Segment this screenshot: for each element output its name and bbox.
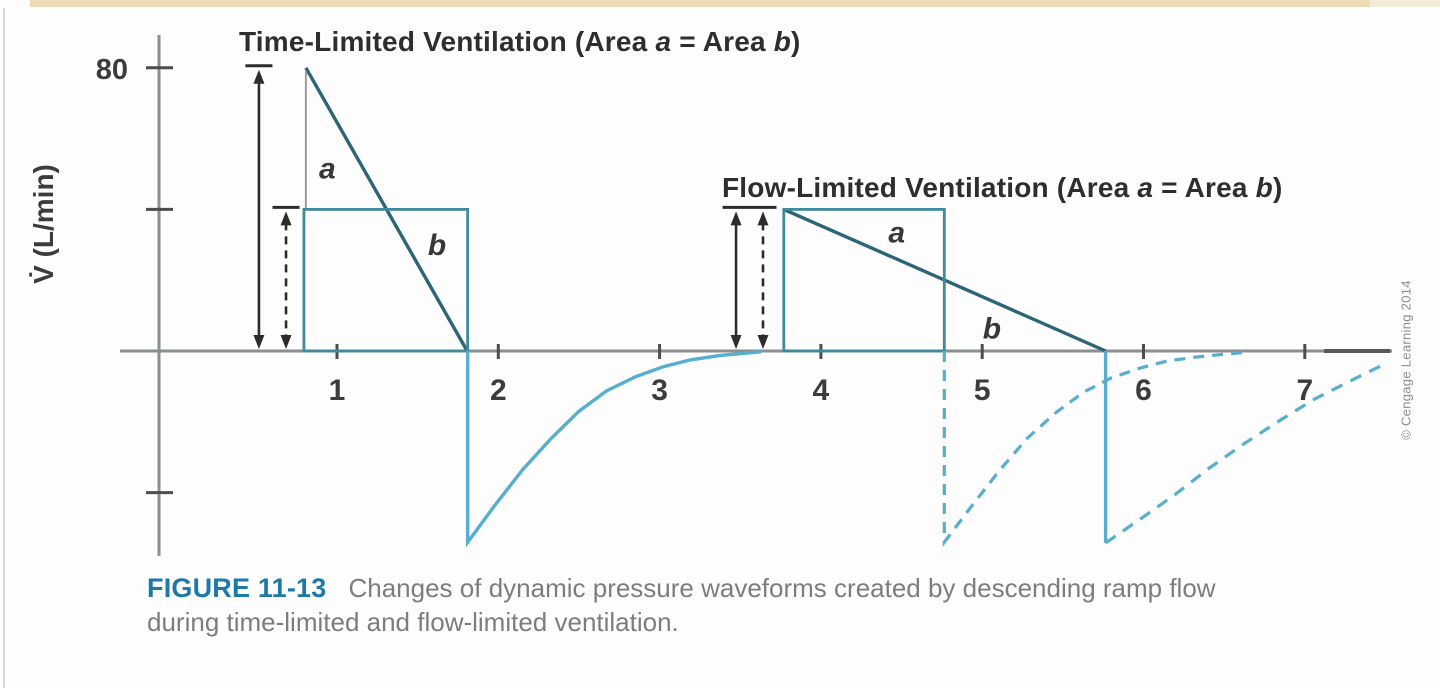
caption-line2: during time-limited and flow-limited ven… [147,607,679,637]
flow-limited-amplitude-arrow-dashed-head-down [757,335,769,349]
area-b-symbol: b [1255,172,1273,203]
region-label-a: a [319,153,336,186]
x-tick-label: 3 [651,374,668,407]
time-limited-expiration [466,350,762,548]
copyright-text: © Cengage Learning 2014 [1398,280,1414,440]
top-accent-strip [30,0,1370,7]
x-tick-label: 4 [813,374,830,407]
flow-limited-amplitude-arrow-solid-head-down [730,335,742,349]
figure-number-label: FIGURE 11-13 [147,573,327,603]
title-text: ) [791,26,801,57]
y-tick-label: 80 [96,54,128,86]
flow-limited-title: Flow-Limited Ventilation (Area a = Area … [722,172,1283,204]
x-tick-label: 1 [329,374,346,407]
flow-limited-amplitude-arrow-solid-head-up [730,211,742,226]
y-axis-title: V̇ (L/min) [28,164,59,284]
x-tick-label: 5 [974,374,991,407]
region-label-a: a [888,216,905,249]
top-accent-strip-fade [1370,0,1440,7]
caption-line1: Changes of dynamic pressure waveforms cr… [348,573,1216,603]
region-label-b: b [983,313,1001,346]
area-a-symbol: a [1137,172,1154,203]
x-tick-label: 6 [1135,374,1152,407]
title-text: Flow-Limited Ventilation (Area [722,172,1138,203]
title-text: = Area [1153,172,1256,203]
left-border-line [3,8,5,688]
peak-flow-amplitude-arrow-head-down [253,335,265,349]
title-text: ) [1272,172,1283,203]
area-a-symbol: a [655,26,672,57]
flow-limited-amplitude-arrow-dashed-head-up [757,211,769,226]
flow-limited-expiration-early-dashed [942,350,1249,547]
time-limited-mean-flow-rect [302,207,470,353]
region-label-b: b [428,229,446,262]
peak-flow-amplitude-arrow-head-up [253,69,265,84]
x-tick-label: 2 [490,374,507,407]
x-tick-label: 7 [1296,374,1313,407]
time-limited-title: Time-Limited Ventilation (Area a = Area … [239,26,801,58]
figure-caption: FIGURE 11-13 Changes of dynamic pressure … [147,571,1357,639]
flow-limited-mean-flow-rect [782,207,946,353]
title-text: = Area [671,26,774,57]
area-b-symbol: b [773,26,792,57]
title-text: Time-Limited Ventilation (Area [239,26,656,57]
mean-flow-amplitude-arrow-head-up [280,211,292,226]
mean-flow-amplitude-arrow-head-down [280,335,292,349]
flow-limited-expiration-late-dashed [1104,363,1383,545]
